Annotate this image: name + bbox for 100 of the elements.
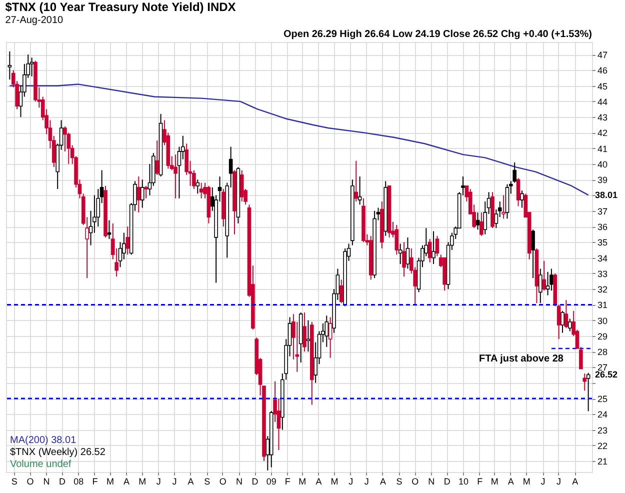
y-tick-label: 24 (598, 410, 608, 420)
x-tick-label: A (380, 476, 386, 486)
x-tick-label: O (219, 476, 226, 486)
y-tick-label: 36 (598, 222, 608, 232)
annotation: FTA just above 28 (478, 353, 564, 364)
x-tick-label: M (106, 476, 114, 486)
y-tick-label: 21 (598, 456, 608, 467)
x-tick-label: M (138, 476, 146, 486)
x-tick-label: J (364, 476, 369, 486)
y-tick-label: 30 (598, 316, 608, 326)
annotation: Volume undef (10, 459, 72, 470)
y-tick-label: 42 (598, 128, 608, 138)
y-tick-label: 29 (598, 331, 608, 342)
candlestick (174, 154, 178, 199)
x-tick-label: M (522, 476, 530, 486)
candlestick (354, 160, 358, 202)
y-tick-label: 40 (598, 159, 608, 170)
candlestick (520, 190, 524, 208)
x-tick-label: J (156, 476, 161, 486)
x-tick-label: F (284, 476, 291, 486)
x-tick-label: N (428, 476, 435, 486)
x-tick-label: N (236, 476, 242, 486)
x-tick-label: A (508, 476, 514, 486)
candlestick (155, 140, 160, 176)
candlestick (435, 235, 440, 257)
y-tick-label: 47 (598, 50, 608, 60)
text: $TNX (Weekly) 26.52 (10, 447, 106, 458)
candlestick (196, 179, 200, 194)
x-tick-label: D (444, 476, 451, 486)
text: Open 26.29 High 26.64 Low 24.19 Close 26.52 Chg +0.40 (+1.53%) (284, 29, 592, 40)
x-tick-label: F (477, 476, 484, 486)
x-tick-label: A (572, 476, 578, 486)
candlestick (550, 268, 554, 292)
y-tick-label: 37 (598, 206, 608, 216)
x-tick-label: M (490, 476, 498, 486)
line-series (9, 84, 589, 196)
y-tick-label: 41 (598, 144, 608, 154)
candlestick (126, 226, 130, 256)
y-tick-label: 46 (598, 66, 608, 76)
x-tick-label: 10 (458, 476, 469, 486)
annotation: 38.01 (595, 190, 618, 200)
x-tick-label: 09 (266, 476, 276, 486)
y-tick-label: 32 (598, 284, 608, 295)
x-tick-label: J (540, 476, 546, 486)
x-tick-label: M (298, 476, 306, 486)
x-tick-label: O (26, 476, 34, 486)
candlestick (560, 310, 564, 334)
y-tick-label: 23 (598, 425, 608, 436)
y-tick-label: 31 (598, 300, 608, 310)
x-tick-label: S (396, 476, 402, 486)
annotation: 26.52 (595, 370, 618, 380)
chart-subtitle: 27-Aug-2010 (5, 15, 64, 26)
candlestick (8, 50, 12, 80)
candlestick (140, 179, 144, 208)
candlestick (324, 315, 329, 348)
y-tick-label: 34 (598, 253, 608, 264)
x-tick-label: O (412, 476, 419, 486)
candlestick (564, 300, 568, 329)
x-tick-label: F (92, 476, 98, 486)
x-tick-label: A (188, 476, 194, 486)
candlestick (432, 230, 436, 265)
y-tick-label: 43 (598, 112, 608, 123)
candlestick (144, 185, 148, 199)
y-tick-label: 39 (598, 175, 608, 186)
candlestick (358, 176, 362, 206)
candlestick (394, 224, 399, 256)
chart-title: $TNX (10 Year Treasury Note Yield) INDX (5, 0, 236, 14)
x-tick-label: A (124, 476, 130, 486)
candlestick (30, 57, 34, 77)
candlestick (546, 271, 550, 296)
candlestick (428, 238, 432, 263)
y-tick-label: 44 (598, 96, 608, 107)
candlestick (199, 182, 204, 199)
candlestick (306, 320, 310, 352)
x-tick-label: D (59, 476, 66, 486)
candlestick (582, 372, 587, 392)
candlestick (516, 178, 520, 207)
text: MA(200) 38.01 (10, 435, 77, 446)
x-tick-label: D (252, 476, 259, 486)
y-tick-label: 35 (598, 238, 608, 248)
candlestick (406, 236, 410, 270)
x-tick-label: N (43, 476, 50, 486)
candlestick (302, 312, 306, 352)
candlestick (402, 242, 406, 278)
candlestick (339, 279, 344, 304)
x-tick-label: J (348, 476, 354, 486)
y-tick-label: 28 (598, 347, 608, 358)
candlestick (476, 212, 480, 230)
candlestick (531, 229, 535, 279)
candlestick (568, 318, 572, 332)
x-tick-label: S (204, 476, 210, 486)
y-tick-label: 45 (598, 81, 608, 92)
x-tick-label: 08 (74, 476, 84, 486)
candlestick (240, 170, 244, 202)
x-tick-label: J (556, 476, 562, 486)
x-tick-label: S (11, 476, 18, 486)
candlestick (480, 212, 484, 236)
candlestick (398, 243, 402, 265)
y-tick-label: 22 (598, 440, 608, 451)
x-tick-label: A (316, 476, 322, 486)
